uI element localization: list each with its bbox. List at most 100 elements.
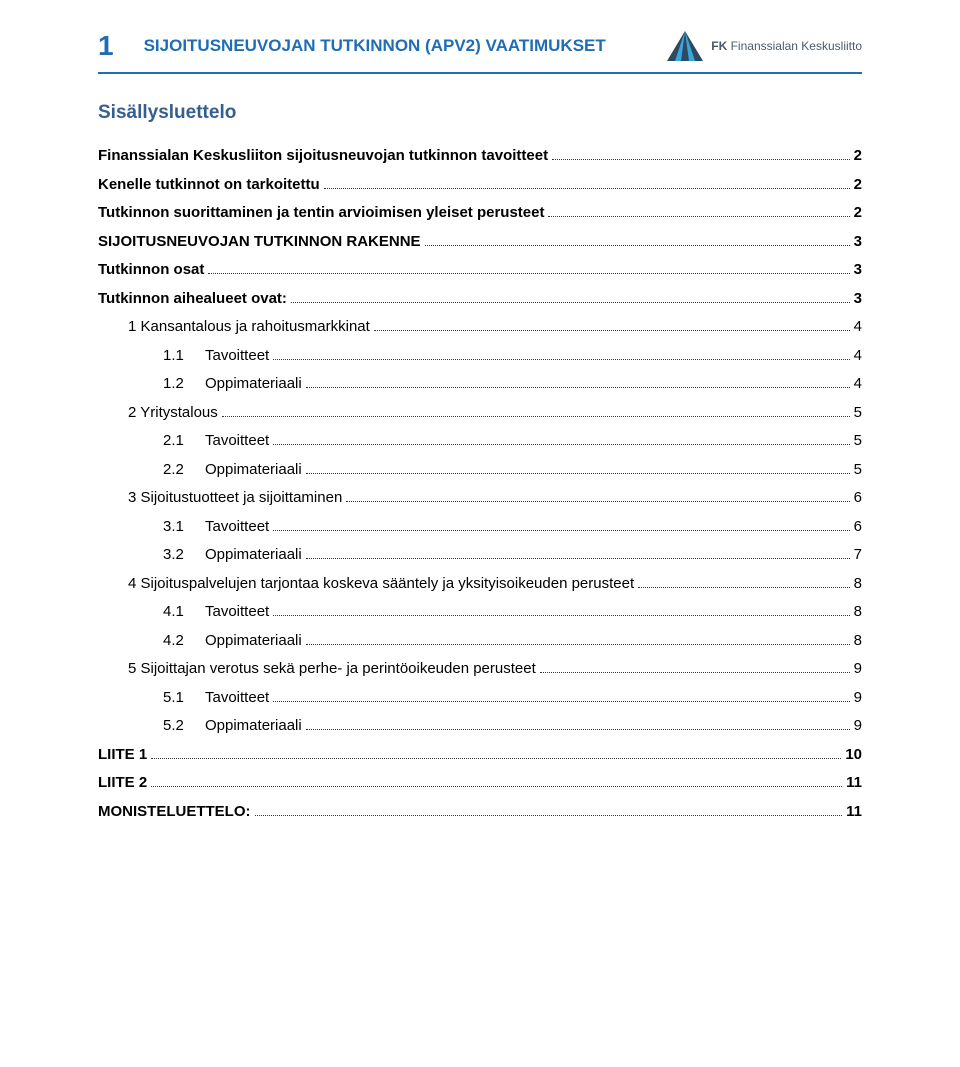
toc-entry[interactable]: 5.2Oppimateriaali 9 [163, 712, 862, 741]
toc-entry-num: 2.1 [163, 427, 205, 456]
toc-entry-label: Kenelle tutkinnot on tarkoitettu [98, 171, 320, 200]
toc-entry-num: 5.2 [163, 712, 205, 741]
toc-leader-dots [273, 530, 849, 531]
toc-entry-label: 3.1Tavoitteet [163, 513, 269, 542]
toc-entry-label: Tutkinnon aihealueet ovat: [98, 285, 287, 314]
toc-entry[interactable]: 1 Kansantalous ja rahoitusmarkkinat 4 [128, 313, 862, 342]
table-of-contents: Finanssialan Keskusliiton sijoitusneuvoj… [98, 142, 862, 826]
toc-entry-label: 5.2Oppimateriaali [163, 712, 302, 741]
toc-leader-dots [306, 558, 850, 559]
toc-entry[interactable]: 5.1Tavoitteet 9 [163, 684, 862, 713]
toc-entry-text: Oppimateriaali [205, 717, 302, 734]
toc-entry[interactable]: 1.1Tavoitteet 4 [163, 342, 862, 371]
toc-leader-dots [273, 359, 849, 360]
toc-entry[interactable]: 2.1Tavoitteet 5 [163, 427, 862, 456]
toc-entry-page: 3 [854, 256, 862, 285]
toc-entry[interactable]: Kenelle tutkinnot on tarkoitettu 2 [98, 171, 862, 200]
toc-entry-label: 5 Sijoittajan verotus sekä perhe- ja per… [128, 655, 536, 684]
toc-leader-dots [151, 758, 841, 759]
org-name: Finanssialan Keskusliitto [731, 39, 862, 53]
toc-entry-num: 1.1 [163, 342, 205, 371]
toc-entry-text: Oppimateriaali [205, 632, 302, 649]
toc-entry-num: 3.1 [163, 513, 205, 542]
toc-entry-label: 1 Kansantalous ja rahoitusmarkkinat [128, 313, 370, 342]
toc-entry[interactable]: 4.1Tavoitteet 8 [163, 598, 862, 627]
toc-leader-dots [291, 302, 850, 303]
toc-entry-page: 5 [854, 427, 862, 456]
toc-entry-text: Oppimateriaali [205, 375, 302, 392]
toc-entry-page: 9 [854, 684, 862, 713]
toc-leader-dots [306, 729, 850, 730]
toc-entry-page: 11 [846, 769, 862, 798]
toc-entry-label: 5.1Tavoitteet [163, 684, 269, 713]
toc-entry-num: 4.2 [163, 627, 205, 656]
toc-entry-page: 2 [854, 171, 862, 200]
triangle-logo-icon [667, 31, 703, 61]
toc-leader-dots [208, 273, 849, 274]
document-title: SIJOITUSNEUVOJAN TUTKINNON (APV2) VAATIM… [144, 36, 668, 56]
toc-leader-dots [425, 245, 850, 246]
toc-entry-page: 3 [854, 228, 862, 257]
toc-entry-label: 3.2Oppimateriaali [163, 541, 302, 570]
toc-entry-label: 2.2Oppimateriaali [163, 456, 302, 485]
toc-entry-page: 11 [846, 798, 862, 827]
toc-entry[interactable]: Tutkinnon aihealueet ovat: 3 [98, 285, 862, 314]
toc-entry-text: Tavoitteet [205, 689, 269, 706]
toc-leader-dots [346, 501, 849, 502]
toc-entry-page: 9 [854, 655, 862, 684]
toc-entry-num: 3.2 [163, 541, 205, 570]
toc-entry-page: 10 [845, 741, 862, 770]
toc-entry-page: 6 [854, 484, 862, 513]
toc-entry-label: 1.2Oppimateriaali [163, 370, 302, 399]
toc-entry-page: 8 [854, 570, 862, 599]
toc-entry[interactable]: 2 Yritystalous 5 [128, 399, 862, 428]
toc-entry-page: 7 [854, 541, 862, 570]
toc-leader-dots [273, 701, 849, 702]
toc-entry-page: 8 [854, 598, 862, 627]
toc-entry-label: 2.1Tavoitteet [163, 427, 269, 456]
toc-entry-label: 3 Sijoitustuotteet ja sijoittaminen [128, 484, 342, 513]
toc-leader-dots [151, 786, 842, 787]
toc-entry-label: 2 Yritystalous [128, 399, 218, 428]
toc-entry[interactable]: 4.2Oppimateriaali 8 [163, 627, 862, 656]
toc-entry-text: Oppimateriaali [205, 546, 302, 563]
toc-leader-dots [374, 330, 850, 331]
toc-entry-page: 4 [854, 313, 862, 342]
toc-entry-label: MONISTELUETTELO: [98, 798, 251, 827]
toc-entry-label: 4 Sijoituspalvelujen tarjontaa koskeva s… [128, 570, 634, 599]
toc-entry[interactable]: SIJOITUSNEUVOJAN TUTKINNON RAKENNE3 [98, 228, 862, 257]
toc-entry[interactable]: 2.2Oppimateriaali5 [163, 456, 862, 485]
toc-entry[interactable]: Tutkinnon suorittaminen ja tentin arvioi… [98, 199, 862, 228]
toc-entry-page: 3 [854, 285, 862, 314]
toc-leader-dots [273, 444, 849, 445]
toc-entry[interactable]: Tutkinnon osat3 [98, 256, 862, 285]
toc-entry-page: 4 [854, 342, 862, 371]
toc-entry[interactable]: 3.1Tavoitteet6 [163, 513, 862, 542]
toc-entry[interactable]: 3 Sijoitustuotteet ja sijoittaminen 6 [128, 484, 862, 513]
toc-entry-page: 5 [854, 399, 862, 428]
toc-entry-num: 4.1 [163, 598, 205, 627]
toc-entry[interactable]: LIITE 110 [98, 741, 862, 770]
toc-entry[interactable]: Finanssialan Keskusliiton sijoitusneuvoj… [98, 142, 862, 171]
toc-entry[interactable]: MONISTELUETTELO: 11 [98, 798, 862, 827]
toc-entry[interactable]: 5 Sijoittajan verotus sekä perhe- ja per… [128, 655, 862, 684]
toc-entry-label: Finanssialan Keskusliiton sijoitusneuvoj… [98, 142, 548, 171]
toc-leader-dots [540, 672, 850, 673]
toc-leader-dots [324, 188, 850, 189]
toc-leader-dots [306, 473, 850, 474]
toc-entry[interactable]: 1.2Oppimateriaali4 [163, 370, 862, 399]
toc-entry-page: 8 [854, 627, 862, 656]
header-rule [98, 72, 862, 74]
toc-entry[interactable]: 4 Sijoituspalvelujen tarjontaa koskeva s… [128, 570, 862, 599]
toc-leader-dots [255, 815, 843, 816]
toc-entry-label: 4.1Tavoitteet [163, 598, 269, 627]
toc-entry-text: Tavoitteet [205, 347, 269, 364]
org-label: FK Finanssialan Keskusliitto [711, 39, 862, 53]
toc-entry-page: 9 [854, 712, 862, 741]
header: 1 SIJOITUSNEUVOJAN TUTKINNON (APV2) VAAT… [98, 30, 862, 62]
toc-entry[interactable]: 3.2Oppimateriaali 7 [163, 541, 862, 570]
toc-entry[interactable]: LIITE 211 [98, 769, 862, 798]
toc-entry-label: 4.2Oppimateriaali [163, 627, 302, 656]
toc-entry-num: 1.2 [163, 370, 205, 399]
toc-entry-num: 5.1 [163, 684, 205, 713]
